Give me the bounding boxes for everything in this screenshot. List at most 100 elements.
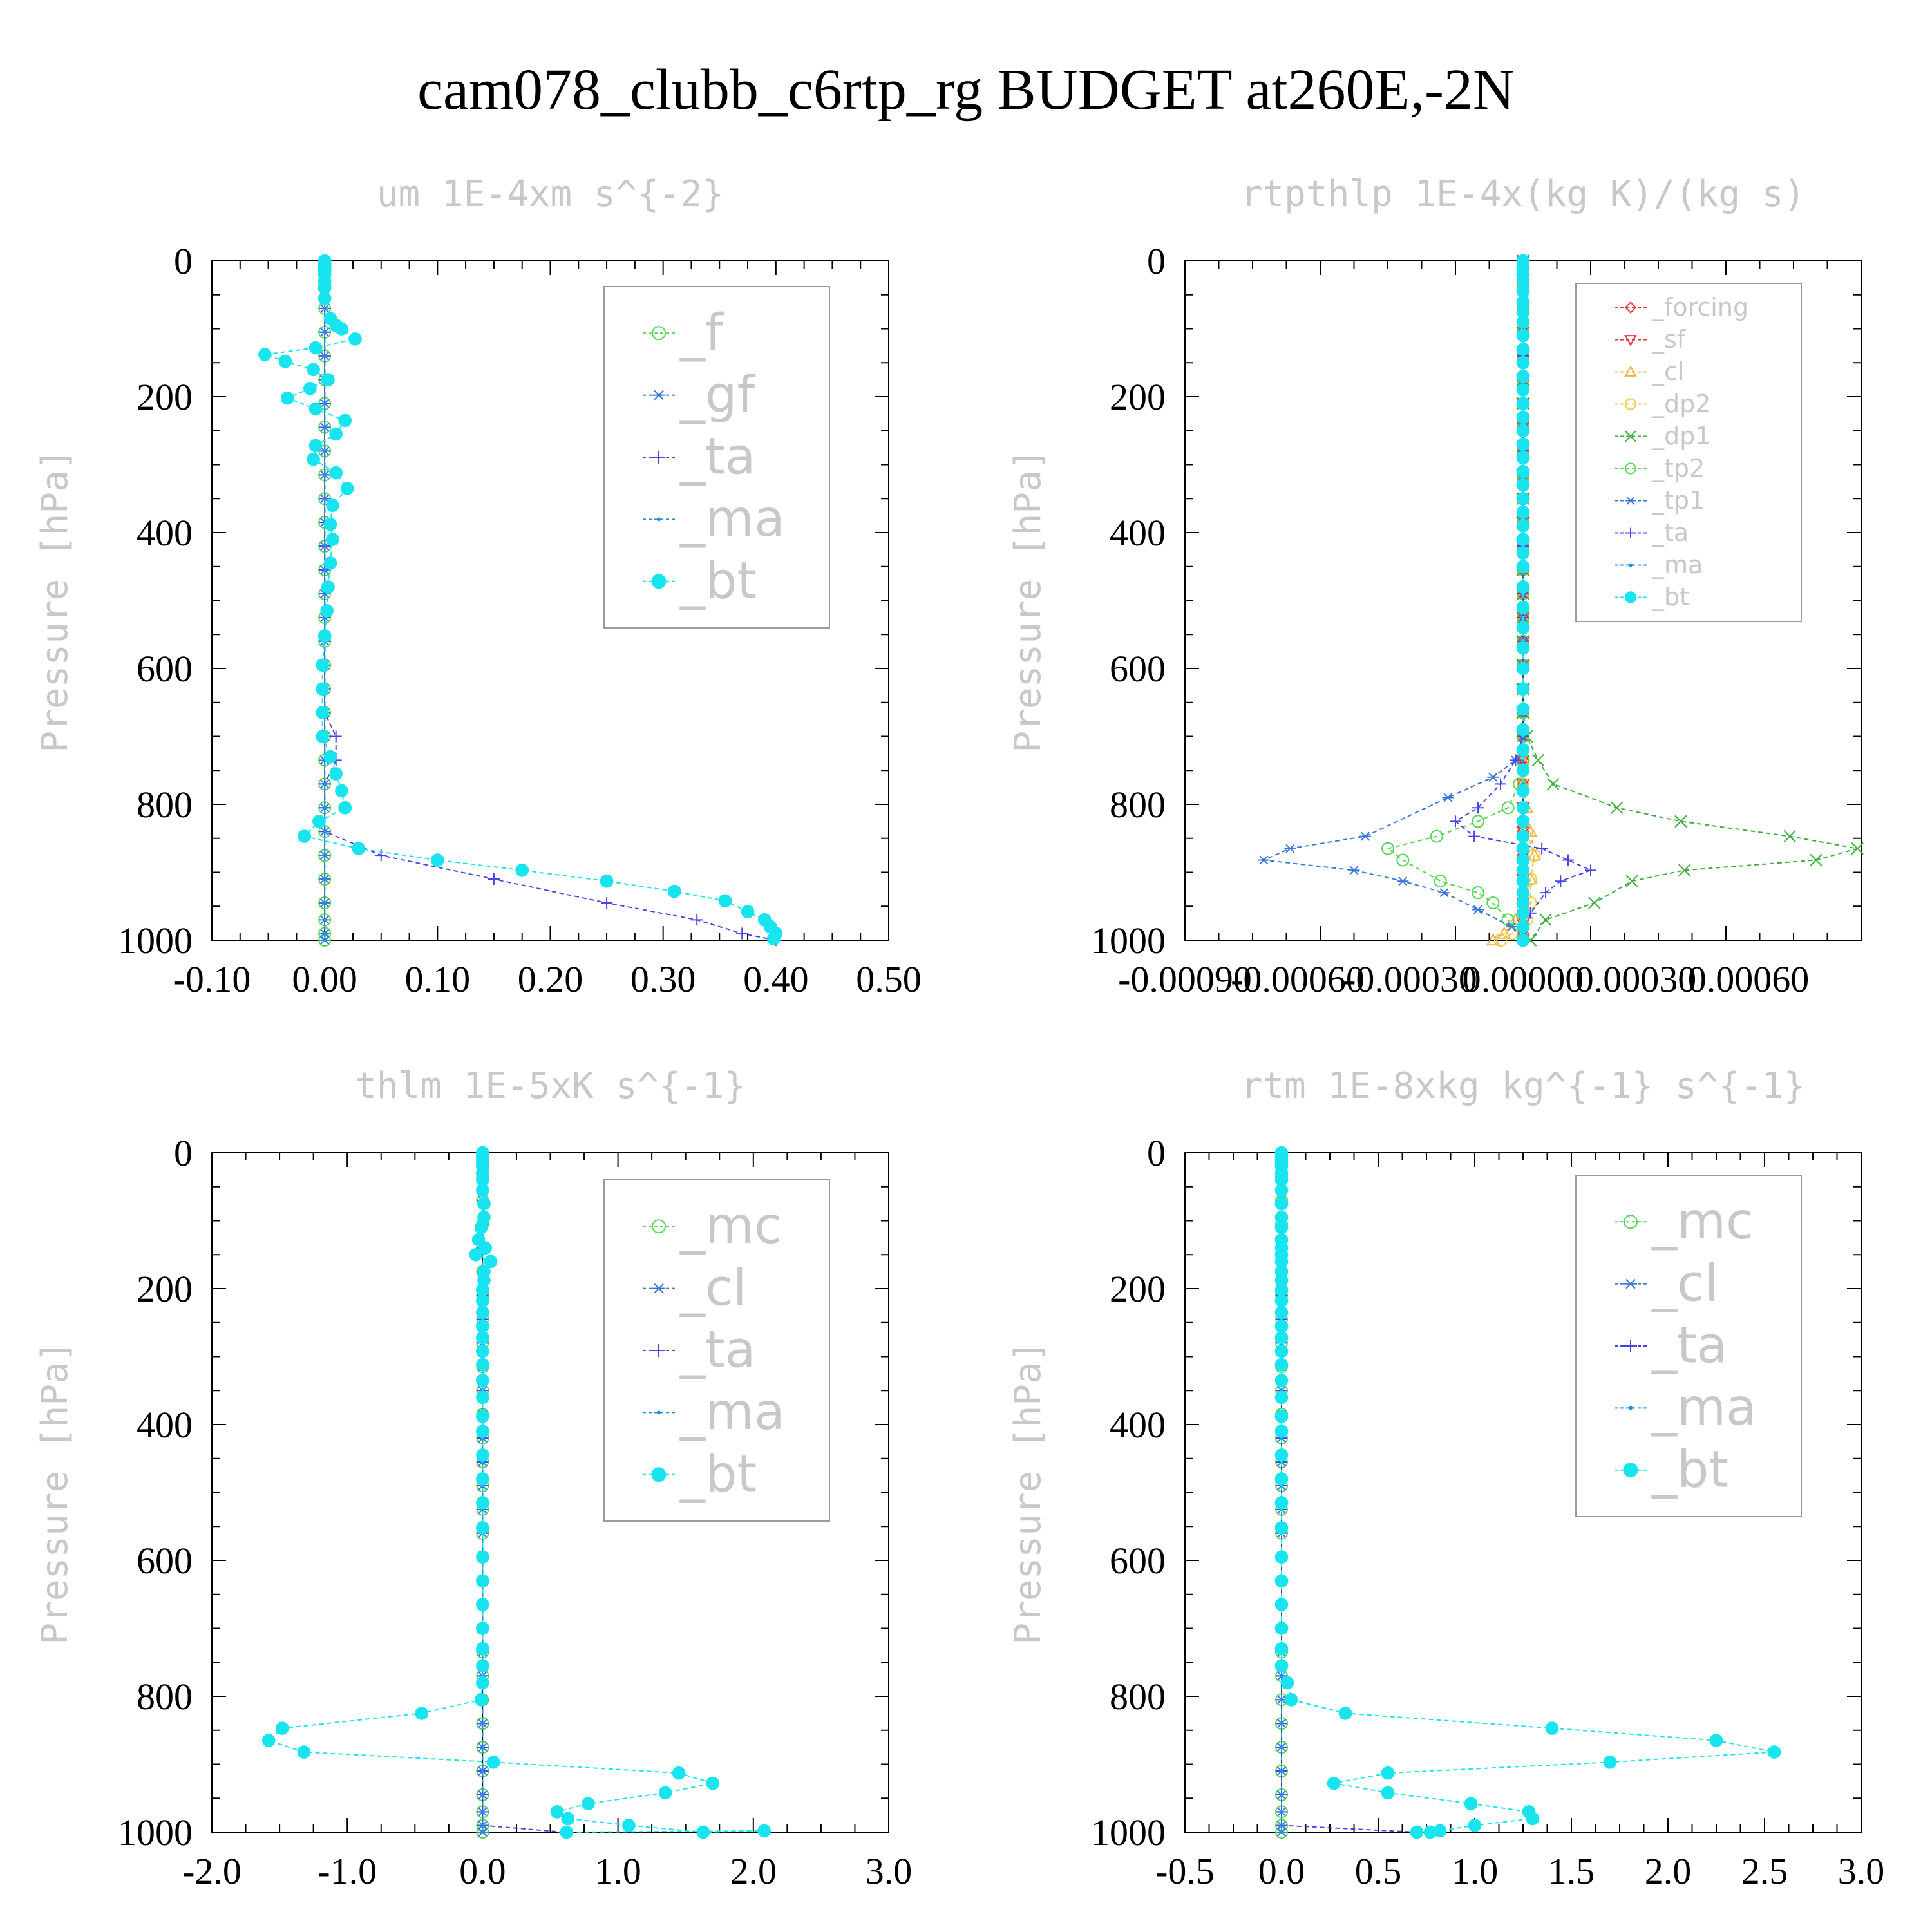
data-point: [1516, 437, 1530, 451]
data-point: [1280, 1674, 1283, 1678]
data-point: [1516, 600, 1530, 614]
x-tick-label: 0.00030: [1575, 958, 1697, 1000]
data-point: [1516, 491, 1530, 506]
legend-item: _mc: [1615, 1193, 1754, 1251]
data-point: [550, 1805, 564, 1819]
data-point: [1274, 1425, 1289, 1438]
legend-label: _dp1: [1651, 422, 1710, 450]
legend-item: _bt: [643, 552, 757, 610]
data-point: [1274, 1495, 1289, 1510]
data-point: [1274, 1390, 1289, 1405]
data-point: [323, 918, 327, 922]
data-point: [622, 1819, 636, 1832]
data-point: [321, 373, 335, 386]
data-point: [476, 1173, 489, 1187]
data-point: [1327, 1776, 1341, 1790]
data-point: [476, 1305, 489, 1320]
data-point: [476, 1574, 489, 1587]
legend-box: [603, 286, 830, 629]
data-point: [1545, 1721, 1559, 1735]
data-point: [1516, 842, 1530, 855]
series-bt: [1516, 254, 1530, 947]
series-bt: [258, 254, 783, 946]
x-tick-label: 0.50: [856, 958, 922, 1000]
data-point: [317, 629, 332, 643]
series-ta: [1276, 1147, 1423, 1838]
data-point: [1506, 922, 1518, 931]
figure-title: cam078_clubb_c6rtp_rg BUDGET at260E,-2N: [417, 58, 1515, 122]
legend-marker: [652, 1219, 666, 1234]
data-point: [340, 482, 354, 495]
data-point: [1516, 478, 1530, 492]
data-point: [1767, 1745, 1781, 1759]
x-tick-label: 0.0: [459, 1850, 506, 1892]
data-point: [766, 932, 781, 946]
y-tick-label: 600: [137, 648, 193, 690]
data-point: [696, 1825, 710, 1839]
data-point: [560, 1825, 574, 1839]
data-point: [1468, 1819, 1482, 1832]
series-bt: [1274, 1146, 1781, 1839]
data-point: [1472, 886, 1484, 900]
data-point: [515, 863, 529, 877]
data-point: [338, 800, 352, 815]
data-point: [316, 658, 330, 672]
legend-item: _forcing: [1615, 293, 1748, 321]
legend-marker: [652, 326, 666, 341]
panel-um: um 1E-4xm s^{-2} Pressure [hPa] 0 200 400 600…: [34, 173, 922, 1000]
data-point: [323, 877, 327, 882]
x-tick-label: 0.0: [1258, 1850, 1305, 1892]
data-point: [297, 1745, 311, 1759]
x-tick-label: 2.0: [1645, 1850, 1692, 1892]
y-tick-label: 0: [1147, 1132, 1166, 1174]
data-point: [335, 322, 348, 336]
x-tick-label: 0.40: [743, 958, 809, 1000]
data-point: [1397, 876, 1409, 886]
panel-title: rtm 1E-8xkg kg^{-1} s^{-1}: [1241, 1065, 1806, 1107]
legend-item: _bt: [1615, 583, 1689, 611]
data-point: [476, 1358, 489, 1372]
x-tick-label: 1.0: [1452, 1850, 1499, 1892]
data-point: [1472, 802, 1484, 814]
legend-box: [1575, 283, 1802, 622]
y-tick-label: 0: [1147, 240, 1166, 282]
y-tick-label: 400: [1110, 512, 1166, 554]
data-point: [672, 1766, 686, 1780]
data-point: [1516, 285, 1530, 298]
legend-box: [603, 1179, 830, 1522]
data-point: [1274, 1331, 1289, 1345]
data-point: [348, 332, 362, 346]
panel-thlm: thlm 1E-5xK s^{-1} Pressure [hPa] 0 200 400 6…: [34, 1065, 912, 1892]
data-point: [1528, 849, 1541, 862]
data-point: [316, 730, 330, 743]
legend-label: _cl: [1651, 1255, 1719, 1312]
y-tick-label: 200: [1110, 376, 1166, 418]
y-tick-label: 600: [1110, 1540, 1166, 1582]
data-point: [281, 391, 294, 405]
legend-item: _gf: [643, 366, 756, 424]
data-point: [1546, 777, 1560, 791]
data-point: [1486, 933, 1501, 946]
legend: _f_gf_ta_ma_bt: [603, 286, 830, 629]
data-point: [1280, 1792, 1283, 1797]
legend-item: _ta: [643, 1321, 755, 1379]
data-point: [741, 905, 755, 919]
data-point: [1284, 844, 1296, 853]
x-tick-label: 1.5: [1548, 1850, 1595, 1892]
x-tick-label: -0.10: [173, 958, 251, 1000]
data-point: [1516, 906, 1530, 920]
data-point: [1274, 1319, 1289, 1333]
data-point: [476, 1319, 489, 1333]
data-point: [323, 497, 327, 501]
data-point: [316, 706, 330, 719]
data-point: [561, 1812, 575, 1826]
legend-label: _mc: [679, 1197, 782, 1255]
data-point: [480, 1830, 485, 1834]
data-point: [1274, 1183, 1289, 1197]
data-point: [1274, 1358, 1289, 1372]
data-point: [476, 1448, 489, 1462]
data-point: [323, 354, 327, 358]
legend-box: [1575, 1175, 1802, 1517]
y-tick-label: 1000: [1091, 1812, 1166, 1853]
